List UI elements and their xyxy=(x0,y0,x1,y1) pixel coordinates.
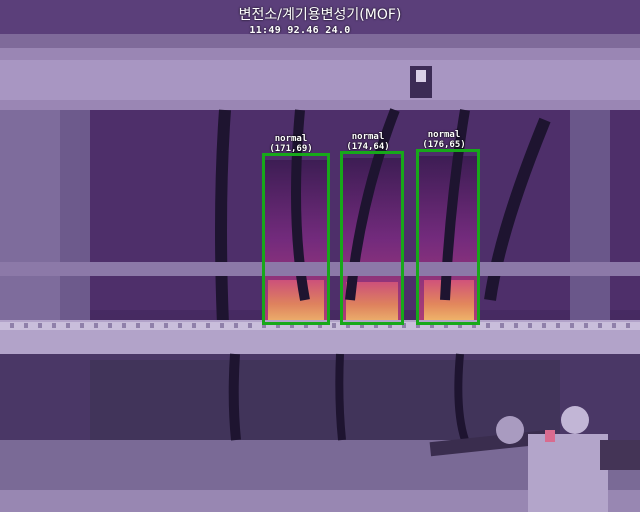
status-readout: 11:49 92.46 24.0 xyxy=(0,25,600,36)
detection-status-3: normal xyxy=(427,130,461,140)
detection-box-3[interactable] xyxy=(416,149,480,325)
detection-box-1[interactable] xyxy=(262,153,330,325)
detection-status-1: normal xyxy=(274,134,308,144)
detection-coords-3: (176,65) xyxy=(422,140,466,150)
detection-label-2: normal (174,64) xyxy=(332,132,404,152)
detection-coords-2: (174,64) xyxy=(346,142,390,152)
value-b-readout: 24.0 xyxy=(325,25,351,36)
time-readout: 11:49 xyxy=(249,25,282,36)
detection-label-1: normal (171,69) xyxy=(255,134,327,154)
detection-coords-1: (171,69) xyxy=(269,144,313,154)
value-a-readout: 92.46 xyxy=(287,25,319,36)
detection-label-3: normal (176,65) xyxy=(408,130,480,150)
detection-status-2: normal xyxy=(351,132,385,142)
station-title: 변전소/계기용변성기(MOF) xyxy=(238,7,402,23)
detection-box-2[interactable] xyxy=(340,151,404,325)
